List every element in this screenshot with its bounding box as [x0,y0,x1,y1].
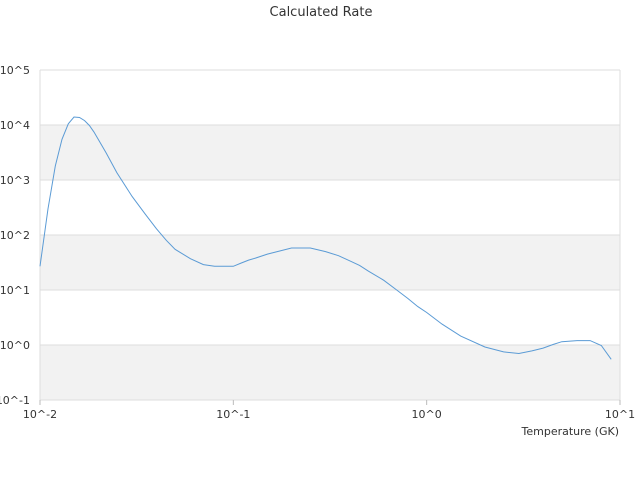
y-tick-label: 10^1 [0,284,30,297]
series-layer [39,116,612,360]
y-tick-label: 10^5 [0,64,30,77]
plot-band [40,345,620,400]
chart-title: Calculated Rate [270,5,373,20]
plot-bands [40,125,620,400]
y-axis-ticks: 10^-1 10^0 10^1 10^2 10^3 10^4 10^5 [0,64,30,407]
plot-band [40,125,620,180]
x-tick-label: 10^1 [605,408,635,421]
y-tick-label: 10^4 [0,119,30,132]
plot-gridlines [39,69,621,401]
x-tick-label: 10^0 [412,408,442,421]
series-line [39,116,612,360]
y-tick-label: 10^-1 [0,394,30,407]
y-tick-label: 10^0 [0,339,30,352]
x-axis-ticks: 10^-2 10^-1 10^0 10^1 [23,400,635,421]
x-axis-label: Temperature (GK) [521,425,620,438]
y-tick-label: 10^3 [0,174,30,187]
x-tick-label: 10^-1 [216,408,250,421]
y-tick-label: 10^2 [0,229,30,242]
x-tick-label: 10^-2 [23,408,57,421]
plot-band [40,235,620,290]
